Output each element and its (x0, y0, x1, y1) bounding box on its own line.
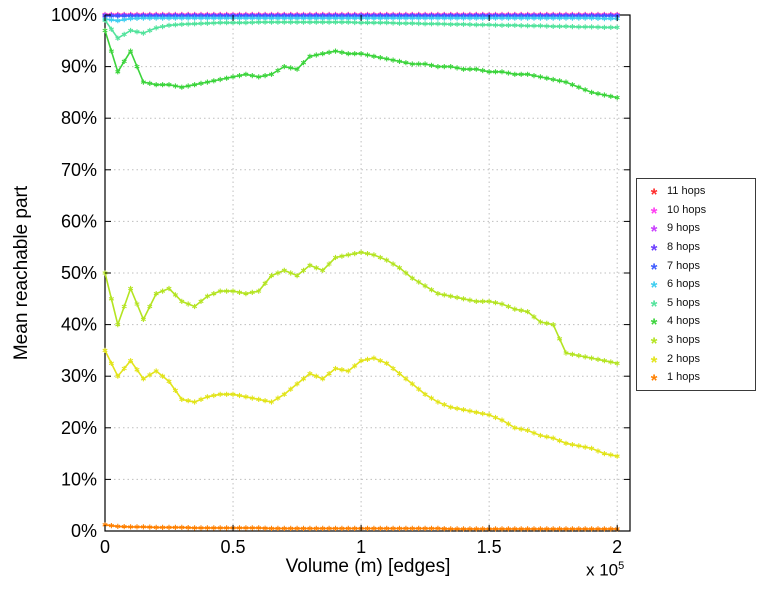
y-tick-label: 0% (71, 521, 97, 541)
y-tick-label: 10% (61, 469, 97, 489)
asterisk-marker-icon: * (650, 334, 658, 354)
asterisk-marker-icon: * (650, 296, 658, 316)
legend-item: * 1 hops (637, 368, 755, 390)
asterisk-marker-icon: * (650, 315, 658, 335)
asterisk-marker-icon: * (650, 371, 658, 391)
x-axis-multiplier-exponent: 5 (618, 560, 625, 572)
asterisk-marker-icon: * (650, 203, 658, 223)
asterisk-marker-icon: * (650, 185, 658, 205)
legend: * 11 hops * 10 hops * 9 hops * 8 hops * 7 hops * 6 … (636, 178, 756, 391)
legend-item-label: 3 hops (667, 334, 701, 347)
legend-item: * 5 hops (637, 294, 755, 316)
legend-item: * 10 hops (637, 201, 755, 223)
legend-item: * 7 hops (637, 256, 755, 279)
series-markers-1-hops (102, 522, 620, 532)
asterisk-marker-icon: * (650, 352, 658, 372)
x-tick-label: 2 (612, 537, 622, 557)
y-tick-label: 40% (61, 315, 97, 335)
y-tick-label: 30% (61, 366, 97, 386)
x-axis-multiplier: x 105 (586, 560, 624, 581)
x-axis-multiplier-base: x 10 (586, 560, 619, 580)
x-tick-label: 1.5 (477, 537, 502, 557)
x-tick-label: 1 (356, 537, 366, 557)
y-tick-label: 80% (61, 108, 97, 128)
legend-item: * 3 hops (637, 331, 755, 353)
legend-item: * 8 hops (637, 238, 755, 260)
y-tick-label: 60% (61, 211, 97, 231)
legend-item: * 11 hops (637, 182, 755, 204)
asterisk-marker-icon: * (650, 222, 658, 242)
y-tick-label: 50% (61, 263, 97, 283)
legend-item-label: 11 hops (667, 185, 706, 198)
y-tick-label: 100% (51, 5, 97, 25)
series-markers-4-hops (102, 27, 620, 101)
legend-item-label: 2 hops (667, 352, 701, 365)
legend-item: * 4 hops (637, 312, 755, 334)
legend-item: * 2 hops (637, 349, 755, 372)
legend-item-label: 8 hops (667, 241, 701, 254)
x-axis-label: Volume (m) [edges] (285, 556, 451, 577)
legend-item-label: 9 hops (667, 222, 701, 235)
legend-item-label: 6 hops (667, 278, 701, 291)
legend-item-label: 1 hops (667, 371, 701, 384)
legend-item-label: 5 hops (667, 296, 701, 309)
series-markers-2-hops (102, 347, 620, 459)
legend-item: * 6 hops (637, 275, 755, 297)
y-axis-label: Mean reachable part (11, 185, 32, 361)
x-tick-label: 0.5 (221, 537, 246, 557)
asterisk-marker-icon: * (650, 259, 658, 279)
y-tick-label: 20% (61, 418, 97, 438)
asterisk-marker-icon: * (650, 241, 658, 261)
y-tick-label: 90% (61, 57, 97, 77)
legend-item-label: 4 hops (667, 315, 701, 328)
legend-item-label: 10 hops (667, 203, 707, 216)
y-tick-label: 70% (61, 160, 97, 180)
x-tick-label: 0 (100, 537, 110, 557)
asterisk-marker-icon: * (650, 278, 658, 298)
legend-item-label: 7 hops (667, 259, 701, 272)
legend-item: * 9 hops (637, 219, 755, 241)
